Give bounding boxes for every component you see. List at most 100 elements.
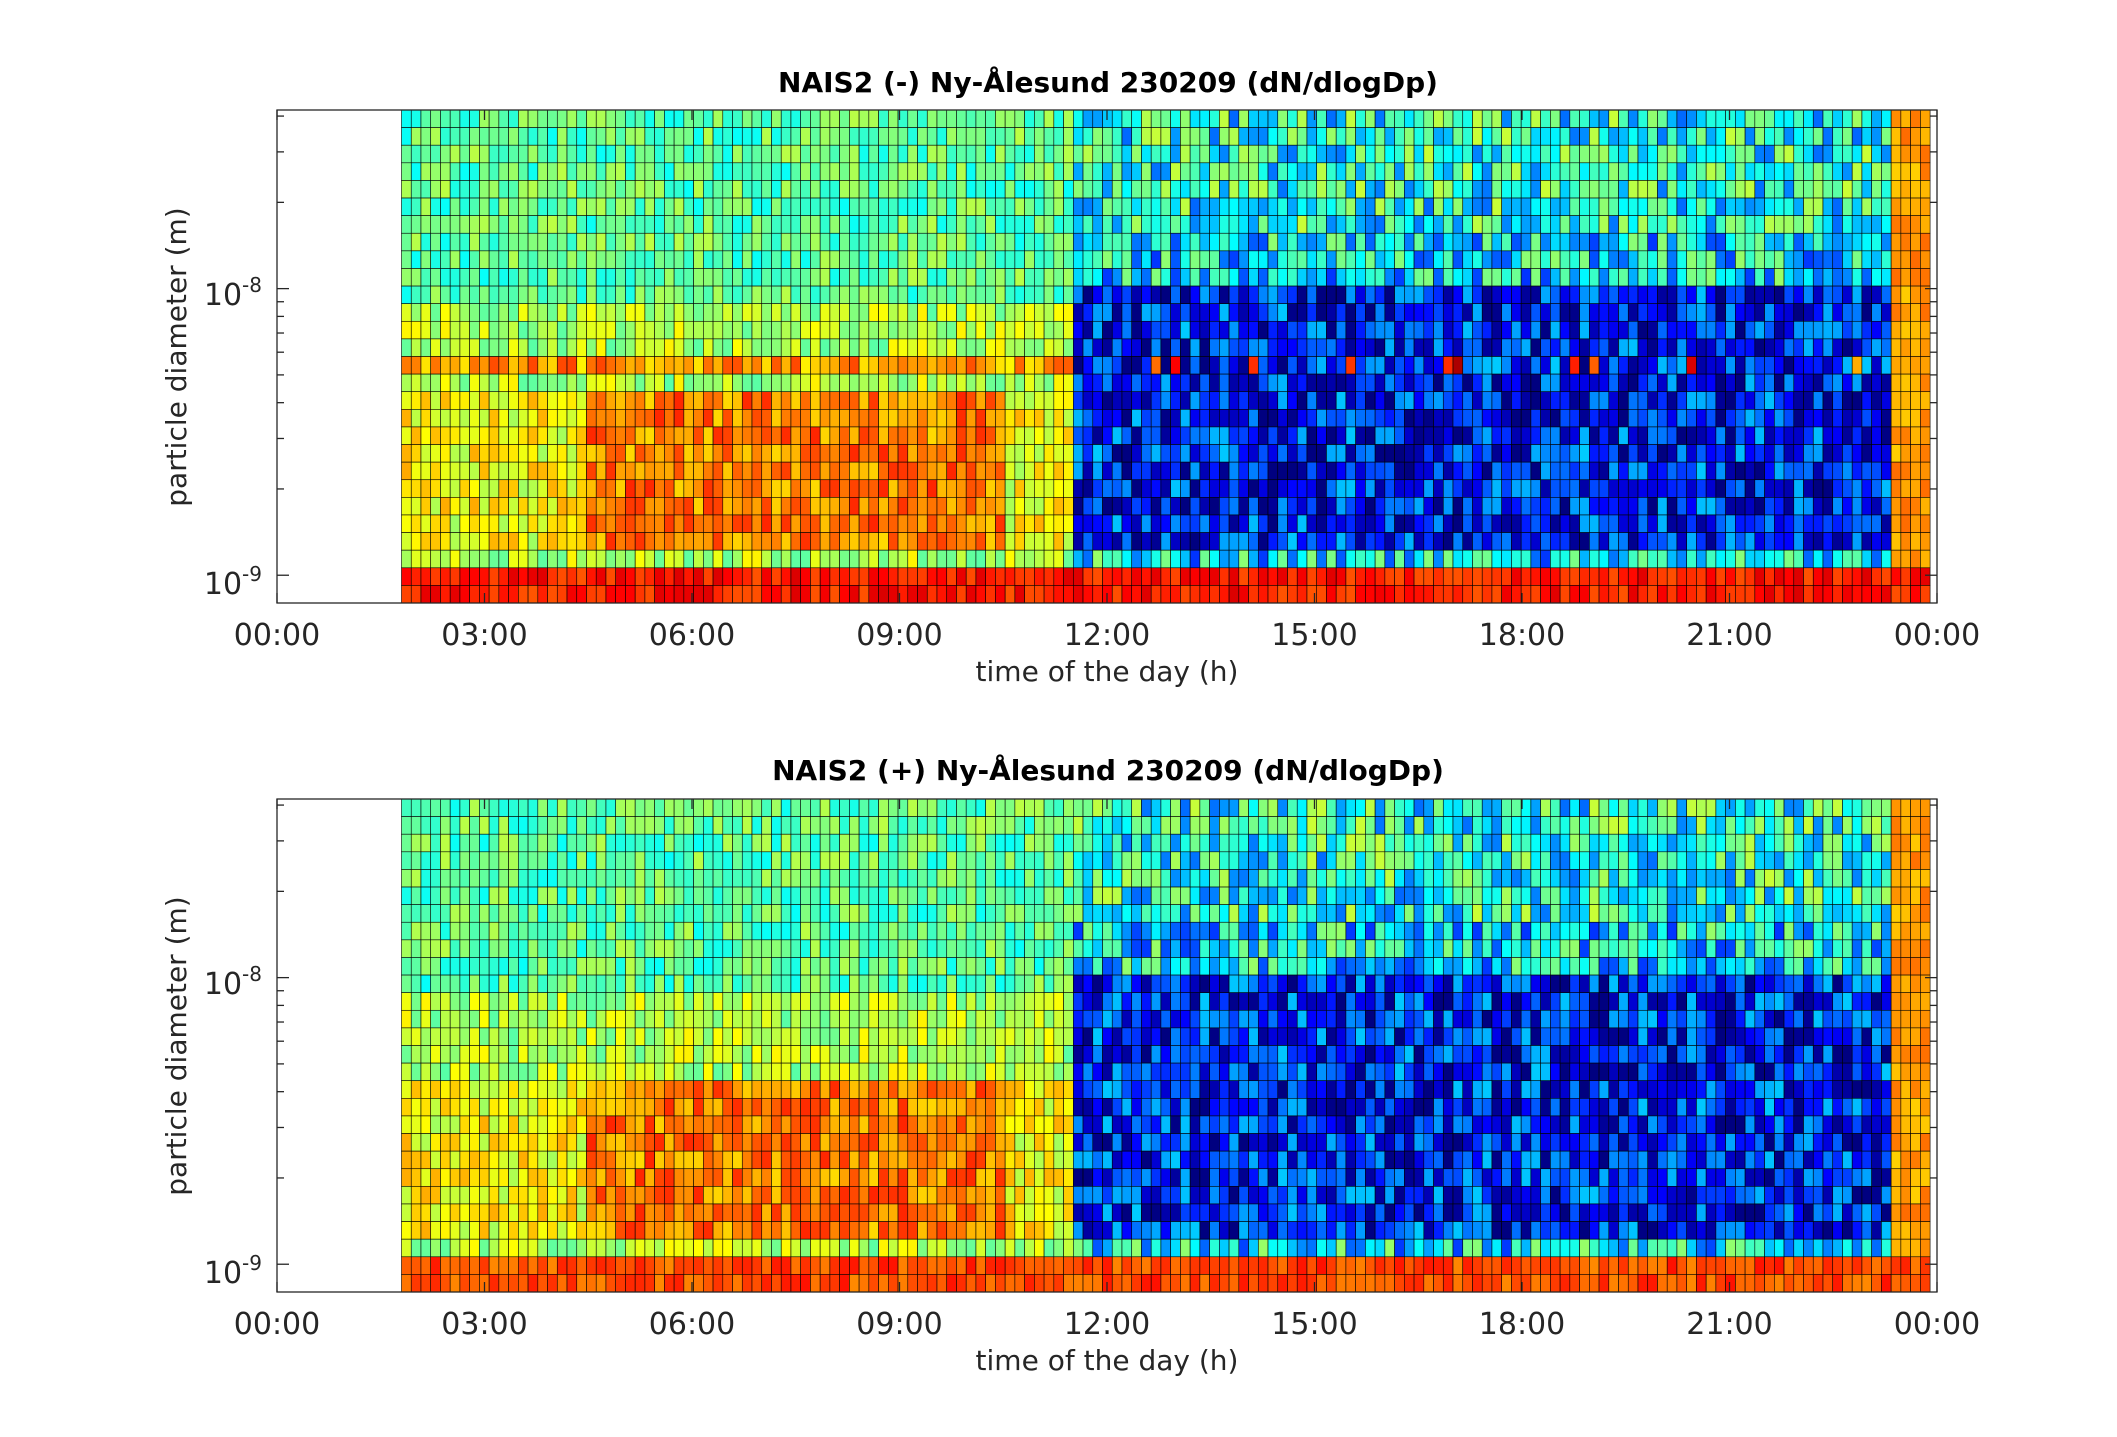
heatmap-cell bbox=[1559, 144, 1571, 164]
heatmap-cell bbox=[1550, 320, 1561, 340]
heatmap-cell bbox=[420, 180, 432, 199]
heatmap-cell bbox=[829, 409, 840, 428]
heatmap-cell bbox=[1705, 127, 1717, 146]
heatmap-cell bbox=[1657, 232, 1668, 252]
heatmap-cell bbox=[586, 798, 597, 817]
heatmap-cell bbox=[1686, 109, 1697, 128]
heatmap-cell bbox=[965, 567, 977, 586]
heatmap-cell bbox=[897, 127, 909, 146]
heatmap-cell bbox=[741, 338, 753, 357]
heatmap-cell bbox=[410, 1009, 422, 1029]
heatmap-cell bbox=[1501, 338, 1512, 357]
heatmap-cell bbox=[1481, 268, 1493, 287]
heatmap-cell bbox=[888, 479, 899, 498]
heatmap-cell bbox=[1637, 250, 1649, 269]
heatmap-cell bbox=[1335, 356, 1347, 375]
heatmap-cell bbox=[975, 497, 986, 516]
heatmap-cell bbox=[1433, 479, 1444, 498]
heatmap-cell bbox=[1004, 109, 1016, 128]
heatmap-cell bbox=[1744, 250, 1756, 269]
heatmap-cell bbox=[1812, 514, 1824, 533]
heatmap-cell bbox=[917, 356, 928, 375]
heatmap-cell bbox=[1530, 426, 1541, 445]
heatmap-cell bbox=[1326, 215, 1337, 234]
heatmap-cell bbox=[1404, 567, 1415, 586]
heatmap-cell bbox=[741, 268, 753, 287]
heatmap-cell bbox=[810, 444, 821, 463]
heatmap-cell bbox=[440, 1150, 451, 1170]
heatmap-cell bbox=[449, 356, 461, 375]
heatmap-cell bbox=[1569, 180, 1580, 199]
heatmap-cell bbox=[1326, 514, 1337, 533]
heatmap-cell bbox=[1238, 514, 1249, 533]
heatmap-cell bbox=[1257, 232, 1269, 252]
heatmap-cell bbox=[1433, 444, 1444, 463]
heatmap-cell bbox=[1735, 391, 1746, 410]
heatmap-cell bbox=[1832, 514, 1843, 533]
heatmap-cell bbox=[1472, 391, 1483, 410]
heatmap-cell bbox=[878, 162, 889, 181]
heatmap-cell bbox=[1491, 268, 1502, 287]
heatmap-cell bbox=[1764, 285, 1775, 304]
heatmap-cell bbox=[1355, 303, 1366, 322]
heatmap-cell bbox=[1735, 215, 1746, 234]
heatmap-cell bbox=[1442, 514, 1454, 533]
heatmap-cell bbox=[547, 1062, 558, 1082]
heatmap-cell bbox=[1267, 373, 1279, 393]
heatmap-cell bbox=[917, 180, 928, 199]
heatmap-cell bbox=[810, 268, 821, 287]
heatmap-cell bbox=[771, 585, 782, 604]
heatmap-cell bbox=[1121, 197, 1133, 216]
heatmap-cell bbox=[1111, 180, 1123, 199]
heatmap-cell bbox=[1715, 162, 1726, 181]
heatmap-cell bbox=[1296, 285, 1308, 304]
heatmap-cell bbox=[1530, 215, 1541, 234]
heatmap-cell bbox=[1520, 373, 1532, 393]
heatmap-cell bbox=[1822, 373, 1834, 393]
heatmap-cell bbox=[878, 338, 889, 357]
heatmap-cell bbox=[1803, 356, 1814, 375]
heatmap-cell bbox=[1170, 585, 1181, 604]
heatmap-cell bbox=[430, 268, 441, 287]
heatmap-cell bbox=[683, 514, 694, 533]
heatmap-cell bbox=[712, 127, 724, 146]
heatmap-cell bbox=[479, 957, 490, 976]
heatmap-cell bbox=[1248, 215, 1259, 234]
heatmap-cell bbox=[965, 479, 977, 498]
heatmap-cell bbox=[917, 250, 928, 269]
heatmap-cell bbox=[1511, 109, 1522, 128]
heatmap-cell bbox=[946, 585, 957, 604]
heatmap-cell bbox=[926, 461, 938, 481]
heatmap-cell bbox=[907, 180, 918, 199]
heatmap-cell bbox=[1910, 373, 1921, 393]
heatmap-cell bbox=[849, 268, 860, 287]
heatmap-cell bbox=[1657, 180, 1668, 199]
heatmap-cell bbox=[1180, 585, 1191, 604]
heatmap-cell bbox=[459, 585, 470, 604]
heatmap-cell bbox=[1472, 497, 1483, 516]
heatmap-cell bbox=[1462, 197, 1473, 216]
heatmap-cell bbox=[1676, 567, 1687, 586]
heatmap-cell bbox=[1014, 215, 1025, 234]
heatmap-cell bbox=[1452, 268, 1464, 287]
heatmap-cell bbox=[1189, 215, 1201, 234]
heatmap-cell bbox=[586, 974, 597, 993]
heatmap-cell bbox=[1170, 320, 1181, 340]
heatmap-cell bbox=[488, 338, 500, 357]
heatmap-cell bbox=[1014, 497, 1025, 516]
heatmap-cell bbox=[1004, 479, 1016, 498]
x-tick-label: 15:00 bbox=[1271, 618, 1357, 653]
heatmap-cell bbox=[420, 461, 432, 481]
heatmap-cell bbox=[1890, 426, 1902, 445]
heatmap-cell bbox=[771, 426, 782, 445]
heatmap-cell bbox=[1696, 303, 1707, 322]
heatmap-cell bbox=[1589, 268, 1600, 287]
heatmap-cell bbox=[430, 479, 441, 498]
heatmap-cell bbox=[469, 939, 480, 958]
heatmap-cell bbox=[1764, 444, 1775, 463]
x-tick-label: 00:00 bbox=[1894, 618, 1980, 653]
heatmap-cell bbox=[1442, 409, 1454, 428]
heatmap-cell bbox=[1608, 409, 1619, 428]
heatmap-cell bbox=[965, 356, 977, 375]
heatmap-cell bbox=[1170, 497, 1181, 516]
